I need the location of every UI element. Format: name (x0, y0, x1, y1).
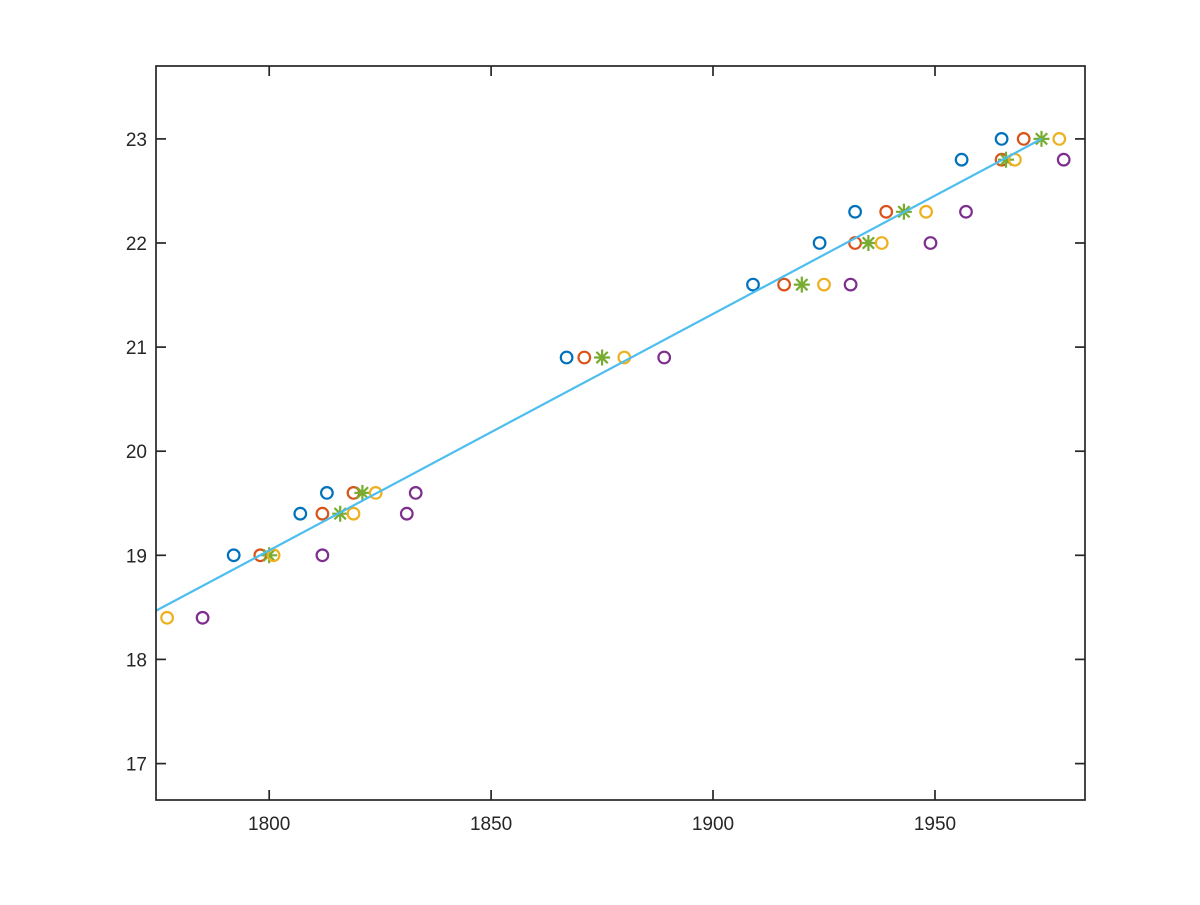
data-point-circle (919, 204, 933, 219)
y-tick-label: 18 (126, 650, 147, 671)
data-point-circle (954, 152, 969, 167)
data-point-asterisk (594, 349, 611, 366)
y-tick-label: 21 (126, 338, 147, 359)
data-point-circle (923, 236, 938, 250)
data-point-circle (346, 506, 361, 521)
x-tick-label: 1950 (914, 814, 956, 835)
data-point-circle (817, 277, 831, 292)
data-point-asterisk (261, 547, 278, 564)
x-tick-label: 1850 (470, 814, 512, 835)
data-point-circle (746, 277, 760, 292)
data-point-circle (293, 506, 308, 521)
y-tick-label: 23 (126, 130, 147, 151)
data-point-circle (195, 610, 210, 625)
data-point-circle (315, 506, 330, 521)
data-point-circle (848, 204, 862, 219)
data-point-circle (812, 236, 827, 250)
data-point-circle (777, 277, 791, 292)
plot-frame (155, 65, 1086, 801)
data-point-circle (368, 486, 383, 500)
data-point-asterisk (354, 484, 371, 501)
data-point-circle (879, 204, 894, 219)
data-point-circle (160, 610, 175, 625)
fit-line (155, 137, 1043, 612)
x-tick-label: 1800 (248, 814, 290, 835)
data-point-circle (657, 350, 672, 365)
y-tick-label: 20 (126, 442, 147, 463)
data-point-circle (1052, 131, 1067, 146)
data-point-circle (874, 236, 889, 250)
data-point-circle (959, 204, 973, 219)
series-blue-circles (226, 131, 1009, 563)
data-point-circle (843, 277, 858, 292)
data-point-circle (266, 548, 281, 563)
data-point-circle (408, 486, 423, 500)
data-point-circle (226, 548, 241, 563)
data-point-circle (315, 548, 330, 563)
y-tick-label: 17 (126, 755, 147, 776)
data-point-circle (577, 350, 592, 365)
data-point-asterisk (998, 151, 1014, 168)
data-point-circle (1056, 152, 1071, 167)
data-point-circle (320, 486, 334, 500)
data-point-asterisk (793, 276, 810, 293)
x-tick-label: 1900 (692, 814, 734, 835)
data-point-circle (1016, 131, 1031, 146)
y-tick-label: 19 (126, 546, 147, 567)
data-point-circle (559, 350, 574, 365)
data-point-circle (399, 506, 414, 521)
series-purple-circles (195, 152, 1071, 625)
y-tick-label: 22 (126, 234, 147, 255)
data-point-circle (994, 131, 1009, 146)
data-point-asterisk (860, 235, 877, 251)
